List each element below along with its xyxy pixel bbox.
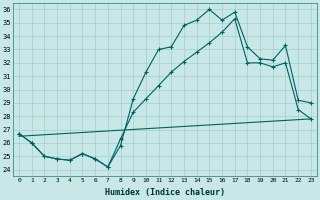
X-axis label: Humidex (Indice chaleur): Humidex (Indice chaleur) bbox=[105, 188, 225, 197]
